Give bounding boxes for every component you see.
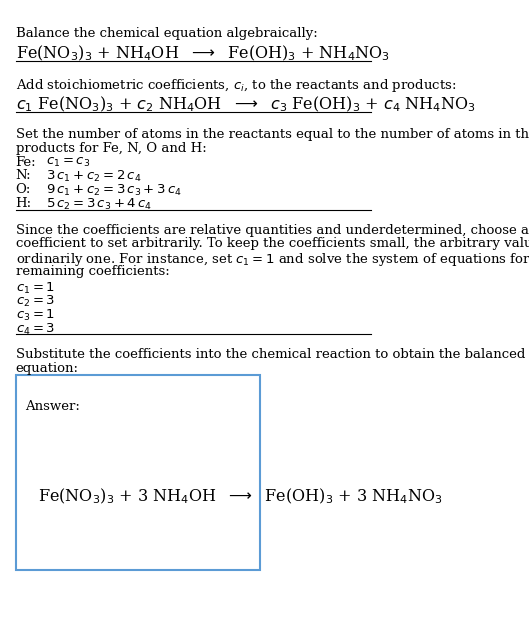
Text: Set the number of atoms in the reactants equal to the number of atoms in the: Set the number of atoms in the reactants… [15,128,529,141]
Text: ordinarily one. For instance, set $c_1 = 1$ and solve the system of equations fo: ordinarily one. For instance, set $c_1 =… [15,251,529,268]
Text: Substitute the coefficients into the chemical reaction to obtain the balanced: Substitute the coefficients into the che… [15,348,525,361]
Text: $c_2 = 3$: $c_2 = 3$ [15,294,54,309]
Text: $5\,c_2 = 3\,c_3 + 4\,c_4$: $5\,c_2 = 3\,c_3 + 4\,c_4$ [46,197,152,212]
Text: Answer:: Answer: [25,400,80,413]
Text: $c_4 = 3$: $c_4 = 3$ [15,322,54,337]
Text: $c_3 = 1$: $c_3 = 1$ [15,308,54,323]
Text: remaining coefficients:: remaining coefficients: [15,265,169,278]
Text: Since the coefficients are relative quantities and underdetermined, choose a: Since the coefficients are relative quan… [15,224,528,237]
Text: Fe:: Fe: [15,155,36,169]
Text: Balance the chemical equation algebraically:: Balance the chemical equation algebraica… [15,27,317,40]
Text: $c_1 = c_3$: $c_1 = c_3$ [46,155,90,169]
Text: $3\,c_1 + c_2 = 2\,c_4$: $3\,c_1 + c_2 = 2\,c_4$ [46,169,141,184]
Text: equation:: equation: [15,362,78,375]
Text: Fe(NO$_3$)$_3$ + NH$_4$OH  $\longrightarrow$  Fe(OH)$_3$ + NH$_4$NO$_3$: Fe(NO$_3$)$_3$ + NH$_4$OH $\longrightarr… [15,44,389,63]
Text: coefficient to set arbitrarily. To keep the coefficients small, the arbitrary va: coefficient to set arbitrarily. To keep … [15,238,529,250]
Text: O:: O: [15,183,31,196]
Text: H:: H: [15,197,32,209]
Text: $c_1$ Fe(NO$_3$)$_3$ + $c_2$ NH$_4$OH  $\longrightarrow$  $c_3$ Fe(OH)$_3$ + $c_: $c_1$ Fe(NO$_3$)$_3$ + $c_2$ NH$_4$OH $\… [15,95,476,114]
Text: Add stoichiometric coefficients, $c_i$, to the reactants and products:: Add stoichiometric coefficients, $c_i$, … [15,77,456,94]
Text: N:: N: [15,169,31,182]
Text: Fe(NO$_3$)$_3$ + 3 NH$_4$OH  $\longrightarrow$  Fe(OH)$_3$ + 3 NH$_4$NO$_3$: Fe(NO$_3$)$_3$ + 3 NH$_4$OH $\longrighta… [38,487,443,506]
Text: $9\,c_1 + c_2 = 3\,c_3 + 3\,c_4$: $9\,c_1 + c_2 = 3\,c_3 + 3\,c_4$ [46,183,181,198]
Text: $c_1 = 1$: $c_1 = 1$ [15,281,54,296]
FancyBboxPatch shape [15,376,260,570]
Text: products for Fe, N, O and H:: products for Fe, N, O and H: [15,142,206,154]
